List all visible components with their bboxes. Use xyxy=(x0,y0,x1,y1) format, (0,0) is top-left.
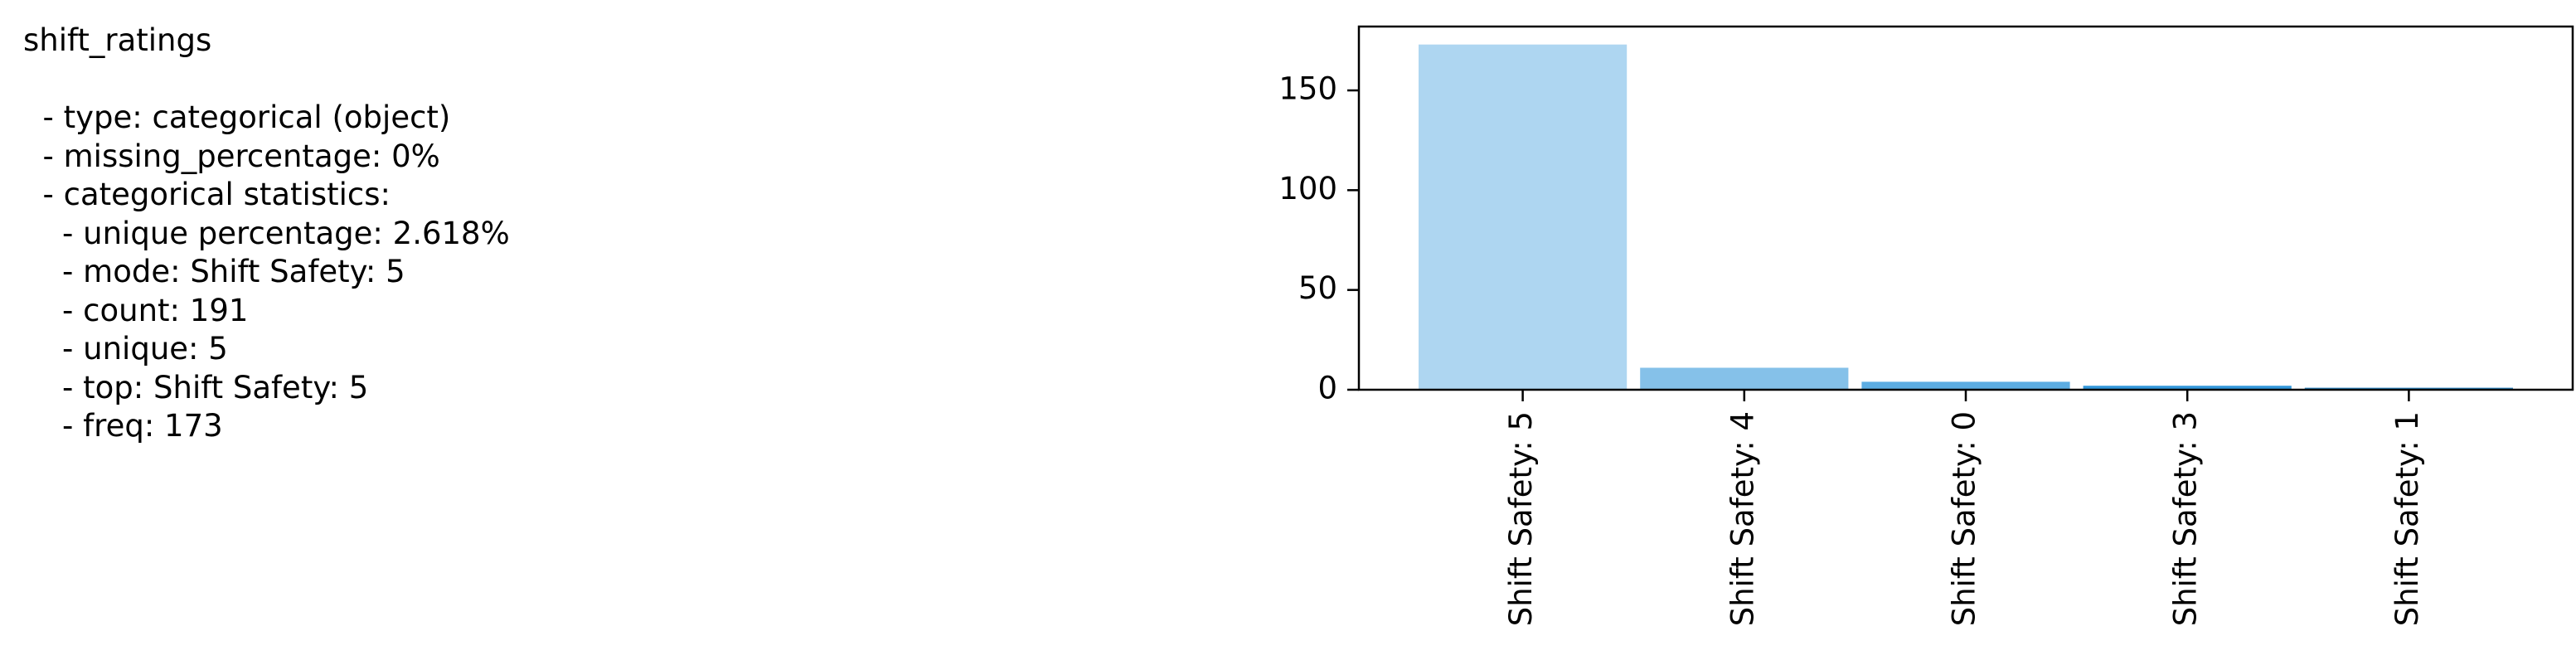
bar xyxy=(1861,381,2070,390)
bar xyxy=(2083,386,2292,390)
stats-line: - missing_percentage: 0% xyxy=(23,138,440,174)
stats-line: - unique percentage: 2.618% xyxy=(23,215,510,251)
y-tick-label: 150 xyxy=(1278,71,1337,107)
stats-line: - type: categorical (object) xyxy=(23,100,451,135)
y-tick-label: 0 xyxy=(1317,371,1337,406)
stats-line: - top: Shift Safety: 5 xyxy=(23,369,369,405)
stats-line: - mode: Shift Safety: 5 xyxy=(23,254,405,289)
bar xyxy=(1419,44,1628,390)
column-name: shift_ratings xyxy=(23,22,212,58)
stats-line: - count: 191 xyxy=(23,292,249,328)
x-tick-label: Shift Safety: 0 xyxy=(1947,411,1982,626)
plot-frame xyxy=(1357,25,2574,391)
y-tick-label: 100 xyxy=(1278,171,1337,206)
stats-line: - freq: 173 xyxy=(23,408,223,444)
x-tick-label: Shift Safety: 1 xyxy=(2389,411,2425,626)
stats-line: - categorical statistics: xyxy=(23,177,391,212)
bar xyxy=(1640,367,1849,390)
y-tick-label: 50 xyxy=(1298,270,1337,306)
x-tick-label: Shift Safety: 4 xyxy=(1725,411,1760,626)
x-tick-label: Shift Safety: 3 xyxy=(2168,411,2204,626)
stats-line: - unique: 5 xyxy=(23,331,228,367)
x-tick-label: Shift Safety: 5 xyxy=(1503,411,1539,626)
stats-panel: shift_ratings - type: categorical (objec… xyxy=(23,22,510,446)
